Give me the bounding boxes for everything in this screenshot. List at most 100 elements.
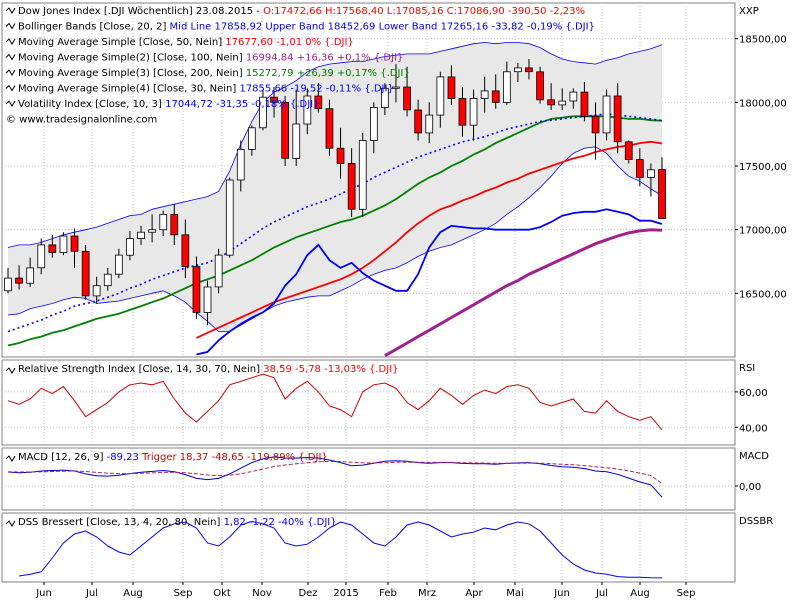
candle-body <box>259 96 267 129</box>
candle-body <box>403 86 411 111</box>
candle-body <box>270 96 278 103</box>
legend-row-part: MACD [12, 26, 9] <box>18 452 107 463</box>
panel-frame <box>1 359 736 446</box>
legend-row-part: Mid Line 17858,92 Upper Band 18452,69 Lo… <box>170 22 595 33</box>
candle-body <box>303 95 312 125</box>
indicator-icon <box>5 520 16 527</box>
x-tick-label: Aug <box>630 588 650 599</box>
panel-macd: 0,00 MACD MACD [12, 26, 9] -89,23 Trigger … <box>1 447 769 511</box>
candle-body <box>81 250 90 297</box>
legend-row: Moving Average Simple(2) [Close, 100, Ne… <box>18 53 403 64</box>
legend-row-part: 17044,72 -31,35 -0,18% {.DJI} <box>165 99 319 110</box>
legend-row-part: 15272,79 +26,39 +0,17% {.DJI} <box>246 68 410 79</box>
candle-body <box>658 169 666 219</box>
candle-body <box>325 108 334 149</box>
x-tick-label: Okt <box>213 588 231 599</box>
candle-body <box>59 235 68 254</box>
candle-body <box>336 147 345 164</box>
panel-symbol-label: XXP <box>739 6 759 17</box>
legend-row-part: 17677,60 -1,01 0% {.DJI} <box>225 37 354 48</box>
candle-body <box>347 162 356 210</box>
legend-row-part: Moving Average Simple [Close, 50, Nein] <box>18 37 225 48</box>
dss-line <box>19 520 663 579</box>
ma100-line <box>384 228 663 358</box>
candle-body <box>447 76 456 99</box>
macd-series-line-0 <box>7 456 663 498</box>
x-tick-label: 2015 <box>333 588 358 599</box>
candle-body <box>314 95 323 110</box>
legend-row: Moving Average Simple [Close, 50, Nein] … <box>18 37 354 48</box>
candle-body <box>547 99 556 106</box>
candle-body <box>514 67 522 73</box>
volatility-index-line <box>196 208 663 356</box>
panel-frame <box>1 512 736 583</box>
legend-row-part: 38,59 -5,78 -13,03% {.DJI} <box>263 364 398 375</box>
chart-icon <box>5 7 16 14</box>
panel-frame <box>1 447 736 511</box>
candle-body <box>558 100 567 106</box>
indicator-icon <box>5 100 16 107</box>
y-tick-label: 17000,00 <box>739 226 787 237</box>
panel-symbol-label: DSSBR <box>739 516 773 527</box>
legend-row-part: Dow Jones Index [.DJI Wöchentlich] 23.08… <box>18 6 263 17</box>
candle-body <box>525 67 533 73</box>
candle-body <box>380 87 389 108</box>
indicator-icon <box>5 84 16 92</box>
candle-body <box>15 277 23 284</box>
candle-body <box>613 95 622 143</box>
candle-body <box>181 234 190 268</box>
x-tick-label: Mrz <box>418 588 436 599</box>
candle-body <box>148 229 156 233</box>
legend-row-part: Moving Average Simple(2) [Close, 100, Ne… <box>18 53 246 64</box>
x-tick-label: Jul <box>85 588 98 599</box>
bollinger-upper-line <box>7 42 663 248</box>
candle-body <box>281 101 290 159</box>
candle-body <box>92 285 101 297</box>
candle-body <box>170 213 179 236</box>
candle-body <box>536 71 544 101</box>
y-tick-label: 17500,00 <box>739 162 787 173</box>
candle-body <box>369 107 378 141</box>
candle-body <box>247 127 256 150</box>
indicator-icon <box>5 38 16 45</box>
legend-row-part: -89,23 <box>107 452 142 463</box>
candle-body <box>580 91 589 117</box>
y-tick-label: 18000,00 <box>739 98 787 109</box>
candle-body <box>502 71 511 103</box>
candle-body <box>4 277 12 292</box>
x-tick-label: Jun <box>553 588 570 599</box>
x-tick-label: Jul <box>595 588 608 599</box>
indicator-icon <box>5 22 16 30</box>
legend-row: Moving Average Simple(3) [Close, 200, Ne… <box>18 68 410 79</box>
candle-body <box>602 95 611 134</box>
candle-body <box>214 254 223 288</box>
candle-body <box>115 254 123 275</box>
panel-symbol-label: RSI <box>739 363 755 374</box>
legend-row: Relative Strength Index [Close, 14, 30, … <box>18 364 399 375</box>
macd-series-line-1 <box>7 460 663 485</box>
candle-body <box>236 148 245 181</box>
candle-body <box>137 231 145 239</box>
candle-body <box>48 244 57 253</box>
bollinger-band-fill <box>8 42 662 332</box>
candle-body <box>624 141 633 161</box>
legend-row: MACD [12, 26, 9] -89,23 Trigger 18,37 -4… <box>18 452 328 463</box>
candle-body <box>159 213 168 231</box>
indicator-icon <box>5 455 16 462</box>
x-tick-label: Aug <box>123 588 143 599</box>
candle-body <box>26 267 35 284</box>
legend-row: Dow Jones Index [.DJI Wöchentlich] 23.08… <box>18 6 585 17</box>
legend-row: DSS Bressert [Close, 13, 4, 20, 80, Nein… <box>18 517 337 528</box>
indicator-icon <box>5 367 16 374</box>
candle-body <box>37 244 46 269</box>
x-tick-label: Mai <box>506 588 524 599</box>
ma200-line <box>7 115 663 347</box>
legend-row-part: 1,82 -1,22 -40% {.DJI} <box>224 517 337 528</box>
x-tick-label: Jun <box>35 588 52 599</box>
ma30-line <box>7 112 663 333</box>
x-tick-label: Dez <box>298 588 317 599</box>
candle-body <box>458 98 467 126</box>
candle-body <box>358 140 367 210</box>
legend-row-part: 16994,84 +16,36 +0,1% {.DJI} <box>246 53 404 64</box>
candle-body <box>225 179 234 256</box>
